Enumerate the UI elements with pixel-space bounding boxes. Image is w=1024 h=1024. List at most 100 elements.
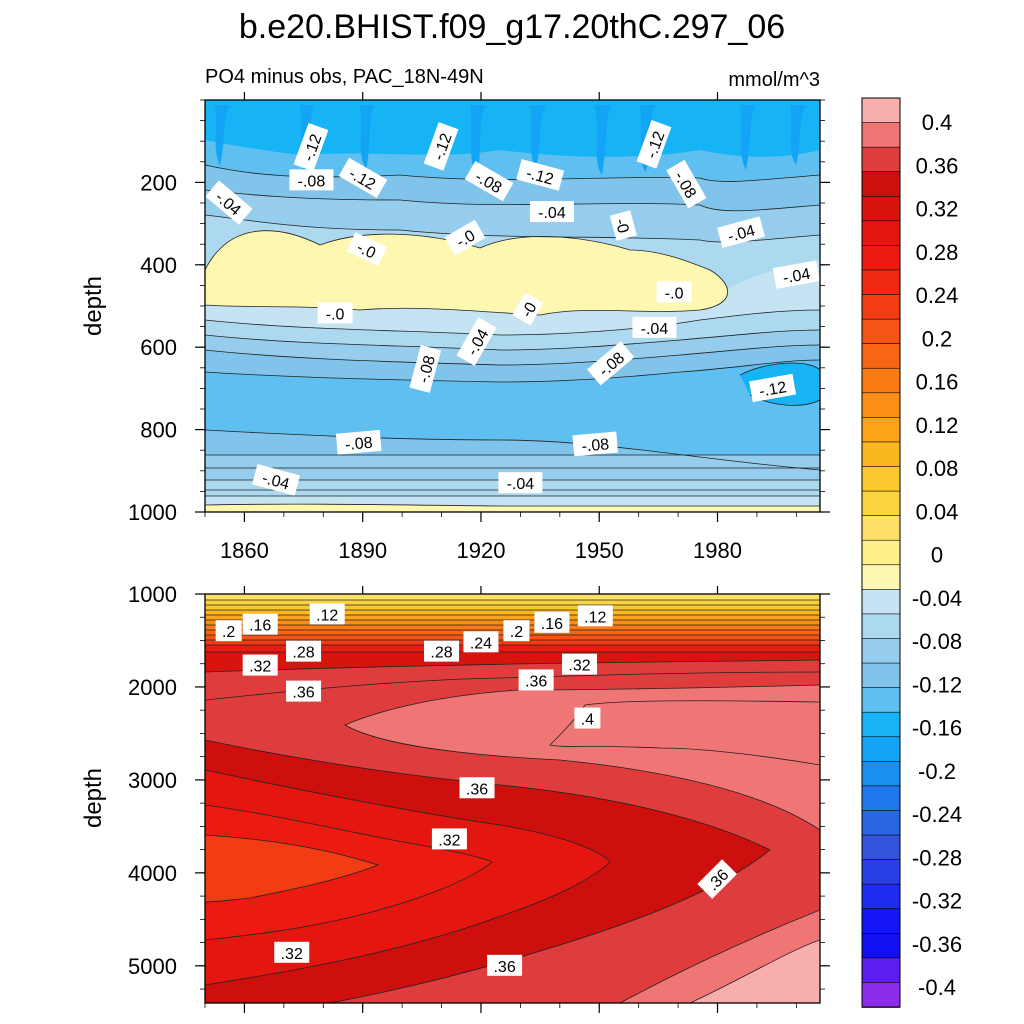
- upper-contour-label-bg: [516, 159, 565, 191]
- upper-contour-label-text: -.0: [665, 285, 684, 302]
- lower-contour-label-text: .2: [510, 624, 523, 641]
- lower-ytick-label: 1000: [128, 582, 177, 607]
- upper-ytick-label: 400: [140, 253, 177, 278]
- upper-axes: 1860 1890 1920 1950 1980 200 400 600 800 1000: [128, 92, 830, 563]
- colorbar-swatch: [861, 245, 901, 271]
- colorbar-swatch: [861, 122, 901, 148]
- colorbar-swatch: [861, 441, 901, 468]
- upper-contour-label-bg: [423, 122, 459, 171]
- lower-contour-label-text: .16: [541, 616, 563, 633]
- upper-contour-label-bg: [749, 373, 797, 403]
- lower-top-band-12: [205, 594, 820, 600]
- colorbar-swatch: [861, 294, 901, 320]
- lower-contour-label-bg: [518, 669, 554, 691]
- upper-contour-label-bg: [632, 316, 677, 338]
- lower-contour-label: .2: [215, 620, 242, 642]
- lower-plot-frame: [204, 593, 821, 1004]
- lower-axes: 1000 2000 3000 4000 5000: [128, 582, 830, 1013]
- upper-contour-label-text: -.0: [326, 306, 345, 323]
- upper-contour-label-text: -.12: [758, 379, 788, 401]
- lower-contour-label-bg: [424, 640, 460, 662]
- lower-contour-label-bg: [562, 653, 598, 675]
- colorbar-label: 0.12: [916, 413, 959, 438]
- colorbar-label: 0.04: [916, 499, 959, 524]
- colorbar-label: 0.16: [916, 370, 959, 395]
- lower-contour-label-text: .24: [470, 635, 492, 652]
- lower-contour-label: .32: [431, 828, 467, 850]
- upper-contour-label-bg: [512, 292, 544, 326]
- upper-contour-label-bg: [529, 201, 574, 223]
- lower-contour-label-text: .32: [438, 832, 460, 849]
- colorbar-swatch: [861, 392, 901, 419]
- upper-contour-lines: [205, 164, 820, 507]
- colorbar: 0.4 0.36 0.32 0.28 0.24 0.2 0.16 0.12 0.08 0.04 0 -…: [861, 97, 962, 1008]
- lower-contour-panel: .2 .16 .12 .32 .28 .36 .28 .24 .2 .16 .12 .32 .36 .4.…: [205, 594, 820, 1003]
- lower-contour-label: .2: [503, 620, 530, 642]
- colorbar-swatch: [861, 662, 901, 689]
- colorbar-frame: [861, 97, 901, 1008]
- colorbar-swatch: [861, 171, 901, 198]
- upper-contour-label-bg: [456, 317, 497, 366]
- upper-contour-label-bg: [464, 161, 514, 202]
- colorbar-label: -0.24: [912, 802, 962, 827]
- upper-ytick-label: 1000: [128, 500, 177, 525]
- lower-contour-label: .36: [459, 777, 495, 799]
- colorbar-label: -0.36: [912, 932, 962, 957]
- colorbar-swatch: [861, 613, 901, 640]
- colorbar-label: -0.16: [912, 716, 962, 741]
- subtitle-right: mmol/m^3: [728, 69, 820, 91]
- colorbar-label: -0.08: [912, 629, 962, 654]
- lower-contour-label-text: .4: [581, 712, 594, 729]
- upper-contour-label: -.04: [632, 316, 677, 338]
- colorbar-swatch: [861, 220, 901, 247]
- lower-contour-label-text: .28: [430, 645, 452, 662]
- colorbar-swatch: [861, 638, 901, 664]
- upper-contour-labels: -.12 -.12 -.12-.08 -.12 -.08 -.12 -.08-.04 -.04…: [205, 120, 820, 496]
- lower-contour-label: .16: [242, 613, 278, 635]
- upper-contour-label-text: -.04: [507, 476, 535, 493]
- upper-contour-label-bg: [666, 159, 707, 209]
- lower-contour-label-text: .2: [222, 624, 235, 641]
- upper-contour-label-text: -.04: [538, 205, 566, 222]
- colorbar-swatch: [861, 810, 901, 836]
- upper-contour-label: -.08: [289, 169, 334, 191]
- colorbar-swatch: [861, 490, 901, 517]
- upper-xtick-label: 1920: [456, 538, 505, 563]
- lower-contour-label-text: .36: [292, 685, 314, 702]
- upper-xtick-label: 1980: [693, 538, 742, 563]
- upper-contour-label-bg: [717, 216, 765, 249]
- lower-contour-label-bg: [286, 640, 322, 662]
- lower-ytick-label: 2000: [128, 675, 177, 700]
- upper-contour-label: -.08: [409, 344, 442, 393]
- lower-contour-label-text: .28: [292, 645, 314, 662]
- lower-contour-label-text: .36: [493, 959, 515, 976]
- upper-contour-label-text: -0: [611, 217, 631, 235]
- lower-contour-label-bg: [286, 680, 322, 702]
- lower-contour-label-bg: [431, 828, 467, 850]
- colorbar-swatch: [861, 589, 901, 615]
- upper-ytick-label: 600: [140, 335, 177, 360]
- lower-contour-label-bg: [459, 777, 495, 799]
- colorbar-label: 0.28: [916, 240, 959, 265]
- upper-contour-label-bg: [335, 429, 382, 455]
- colorbar-swatch: [861, 957, 901, 984]
- colorbar-swatch: [861, 146, 901, 173]
- lower-contour-label: .32: [274, 941, 310, 963]
- colorbar-label: -0.2: [918, 759, 956, 784]
- upper-contour-label-bg: [409, 344, 442, 393]
- lower-contour-label: .12: [577, 605, 613, 627]
- upper-contour-label-text: -.04: [641, 321, 669, 338]
- upper-ytick-label: 200: [140, 170, 177, 195]
- upper-ytick-label: 800: [140, 418, 177, 443]
- upper-contour-label: -.08: [335, 429, 382, 455]
- colorbar-swatch: [861, 687, 901, 713]
- colorbar-swatch: [861, 736, 901, 763]
- lower-contour-label: .36: [487, 954, 523, 976]
- colorbar-swatch: [861, 982, 901, 1008]
- lower-contour-label-text: .12: [584, 609, 606, 626]
- upper-contour-label-text: -.0: [354, 239, 378, 262]
- upper-xtick-label: 1860: [220, 538, 269, 563]
- upper-contour-label-bg: [289, 169, 334, 191]
- upper-contour-label-bg: [317, 302, 353, 324]
- lower-contour-label: .32: [242, 654, 278, 676]
